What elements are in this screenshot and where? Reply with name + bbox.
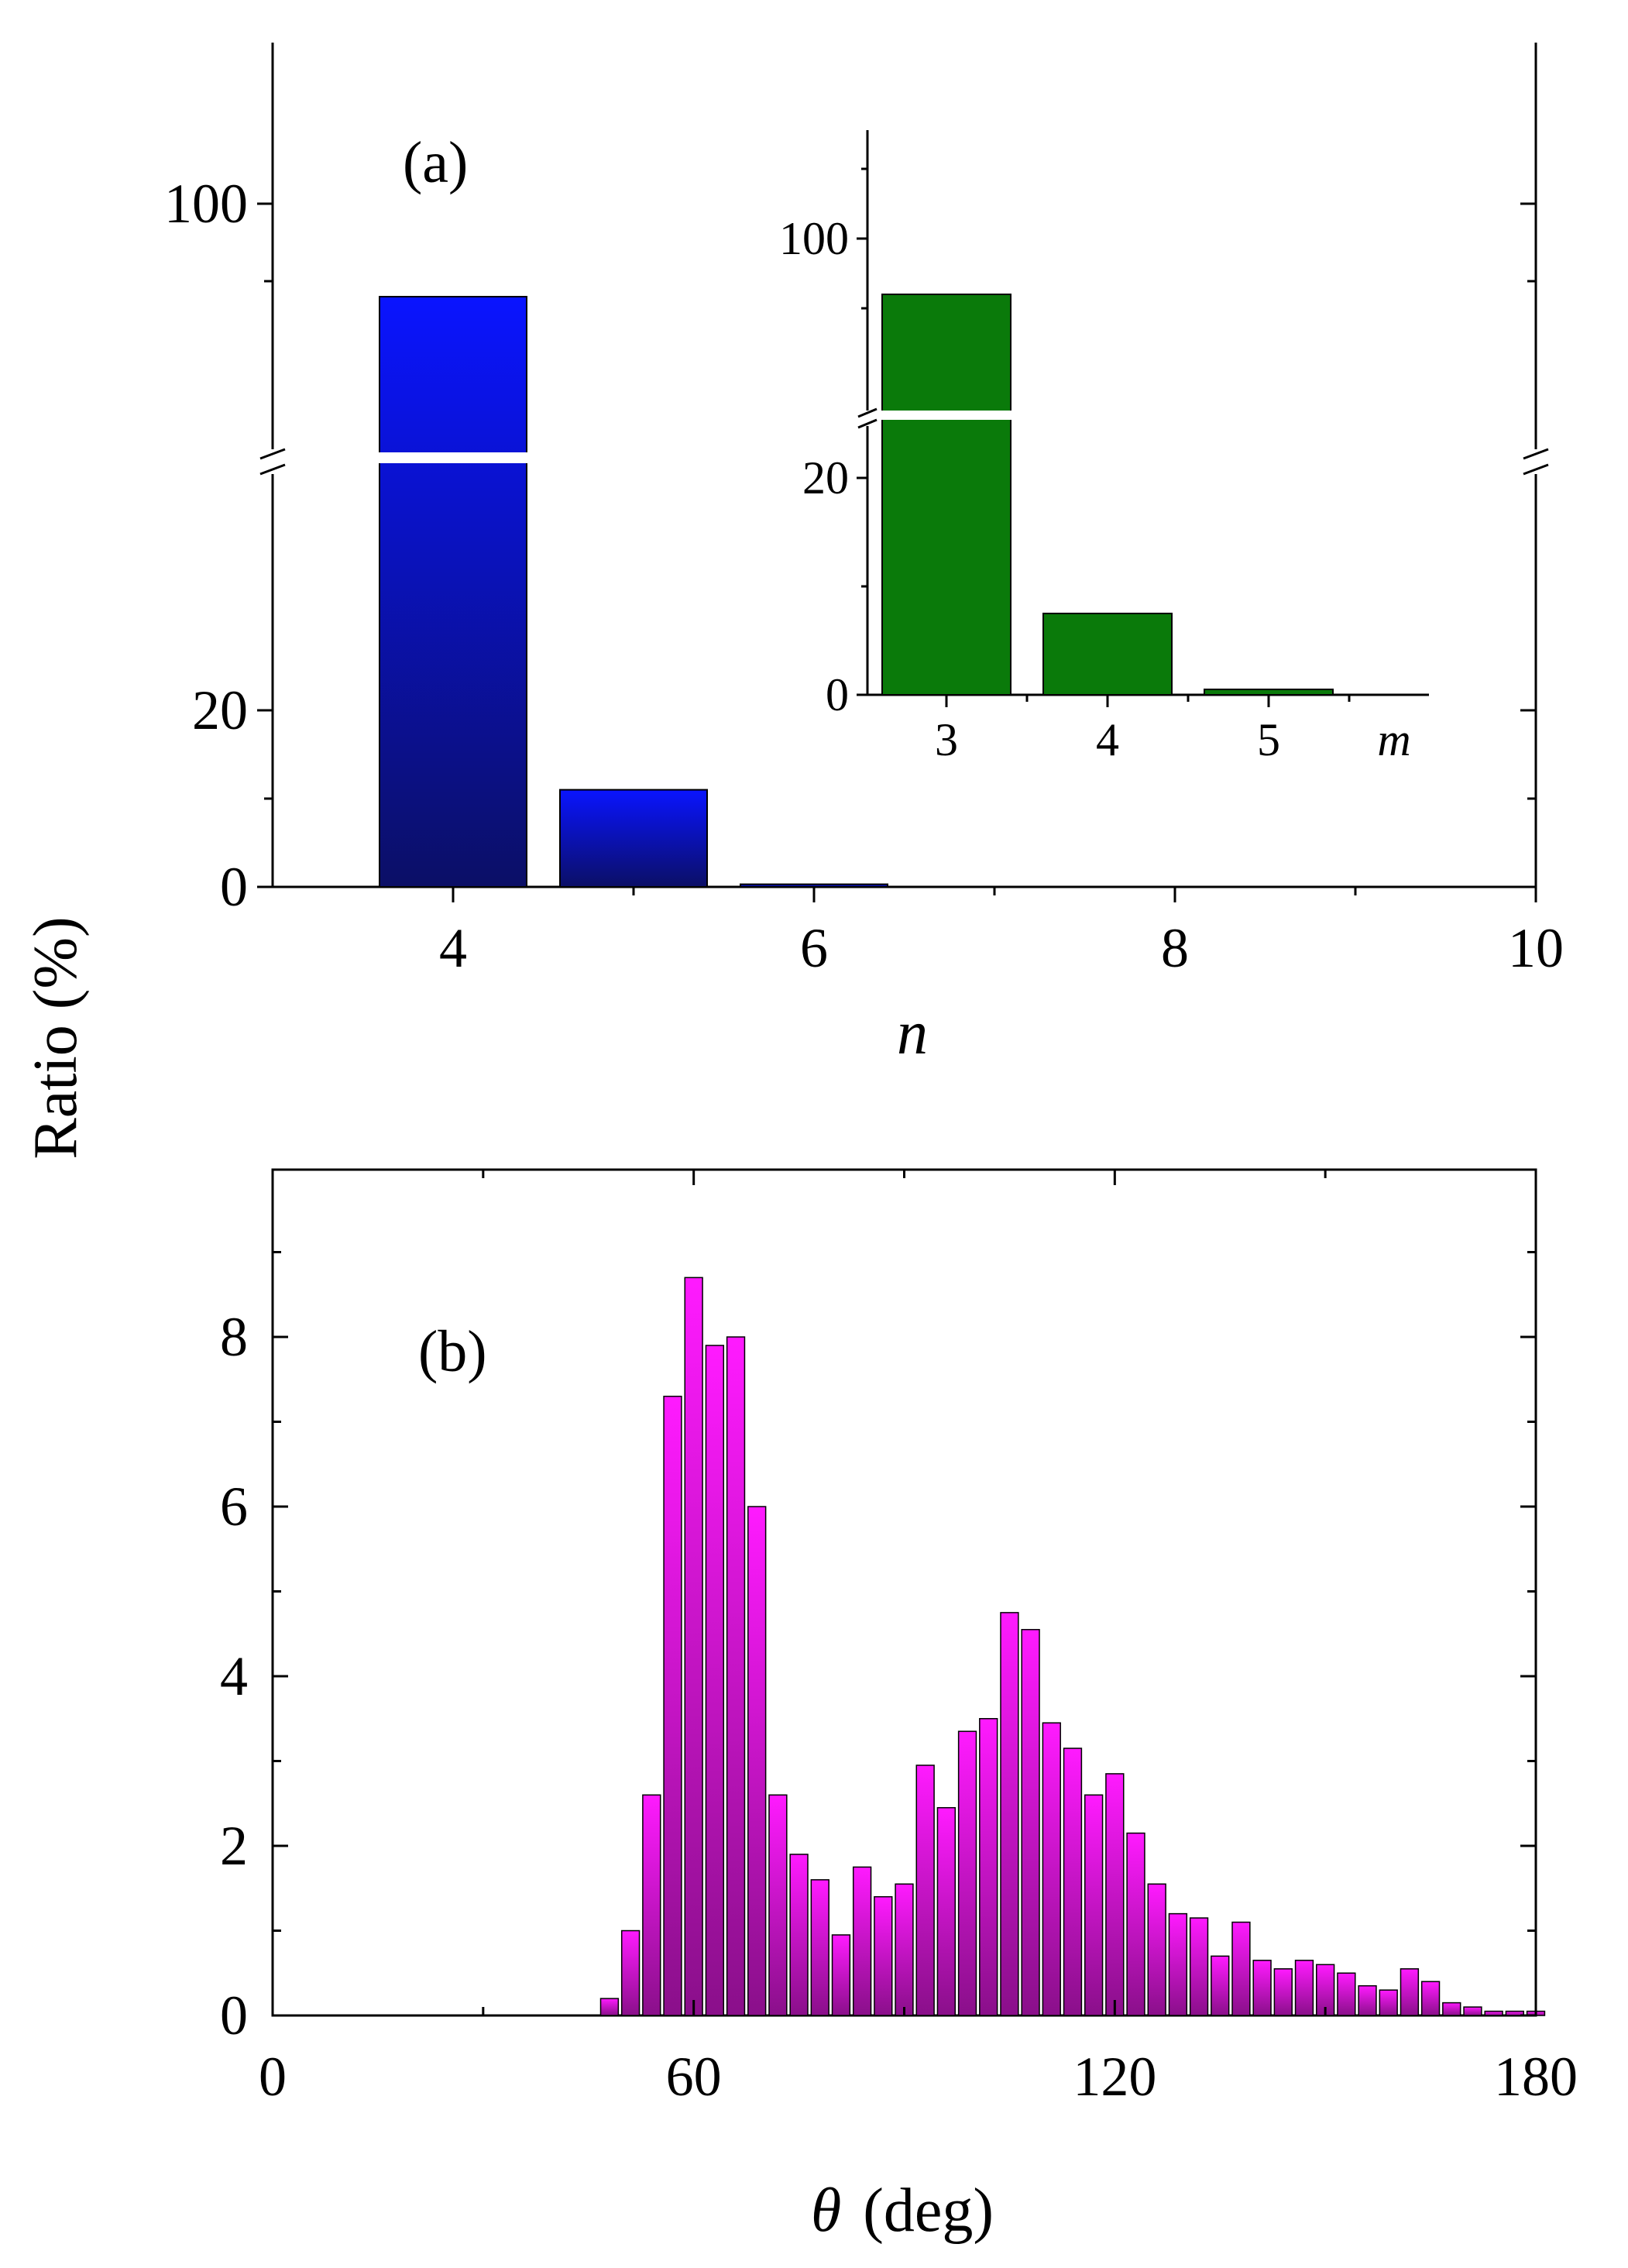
bar-b-theta-123 — [1126, 1832, 1145, 2016]
bar-b-theta-159 — [1379, 1989, 1398, 2016]
bar-b-theta-69 — [747, 1506, 767, 2016]
panel-a-left-break-mark-2 — [259, 463, 286, 476]
panel-a-right-break-mark-2 — [1523, 463, 1549, 476]
panel-b-label: (b) — [418, 1319, 487, 1384]
b-y-tick-label: 4 — [220, 1645, 248, 1707]
panel-a-label: (a) — [403, 130, 468, 195]
bar-b-theta-165 — [1420, 1981, 1441, 2016]
panel-a-right-break-mark-1 — [1523, 448, 1549, 460]
b-y-tick-label: 6 — [220, 1476, 248, 1538]
bar-b-theta-51 — [620, 1930, 641, 2016]
bar-b-theta-156 — [1358, 1984, 1377, 2016]
inset-break-mark-2 — [857, 418, 878, 429]
inset-y-tick-label: 20 — [802, 452, 849, 503]
a-x-tick-label: 6 — [800, 917, 828, 979]
bar-b-theta-63 — [705, 1345, 725, 2016]
b-x-tick-label: 120 — [1073, 2046, 1156, 2108]
b-x-tick-label: 0 — [259, 2046, 287, 2108]
panel-a-inset: 3 4 5 0 20 100 m — [779, 130, 1429, 765]
bar-b-theta-99 — [957, 1730, 977, 2016]
b-y-tick-label: 2 — [220, 1815, 248, 1877]
bar-b-theta-117 — [1084, 1794, 1104, 2016]
bar-b-theta-78 — [810, 1879, 829, 2016]
panel-b: 0 60 120 180 0 2 4 6 8 (b) θ (deg) — [220, 1168, 1578, 2245]
bar-b-theta-93 — [915, 1765, 935, 2016]
bar-inset-m3 — [881, 294, 1011, 696]
a-y-tick-label: 0 — [220, 856, 248, 918]
bar-b-theta-171 — [1463, 2006, 1482, 2016]
bar-b-theta-90 — [895, 1883, 914, 2016]
bar-b-theta-174 — [1484, 2010, 1503, 2016]
panel-a-xlabel: n — [897, 999, 928, 1067]
bar-a-n6 — [740, 883, 888, 888]
inset-y-tick-label: 100 — [779, 213, 849, 264]
bar-b-theta-129 — [1168, 1912, 1188, 2016]
bar-b-theta-168 — [1442, 2002, 1461, 2016]
bar-b-theta-153 — [1337, 1972, 1356, 2016]
bar-b-theta-87 — [874, 1895, 893, 2016]
bar-a-break-gap — [378, 452, 528, 463]
bar-b-theta-96 — [936, 1806, 957, 2016]
b-y-tick-label: 8 — [220, 1306, 248, 1368]
bar-b-theta-60 — [684, 1277, 703, 2016]
bar-b-theta-102 — [979, 1718, 998, 2016]
bar-b-theta-75 — [789, 1854, 809, 2016]
inset-y-tick-label: 0 — [826, 669, 849, 720]
panel-b-xlabel-unit: (deg) — [863, 2177, 994, 2245]
bar-a-n5 — [559, 789, 708, 888]
inset-x-tick-label: 5 — [1257, 714, 1280, 765]
bar-b-theta-162 — [1400, 1968, 1420, 2016]
bar-b-theta-66 — [726, 1336, 746, 2016]
bar-b-theta-105 — [1000, 1612, 1019, 2016]
a-y-tick-label: 20 — [192, 679, 248, 741]
inset-break-mark-1 — [857, 407, 878, 418]
shared-ylabel: Ratio (%) — [22, 916, 90, 1159]
bar-b-theta-147 — [1294, 1960, 1314, 2016]
b-y-tick-label: 0 — [220, 1984, 248, 2046]
bar-b-theta-111 — [1042, 1722, 1061, 2016]
bar-b-theta-138 — [1231, 1921, 1251, 2016]
bar-b-theta-135 — [1211, 1955, 1230, 2016]
bar-b-theta-48 — [599, 1998, 620, 2016]
b-x-tick-label: 180 — [1494, 2046, 1578, 2108]
bar-b-theta-108 — [1021, 1629, 1040, 2016]
panel-b-xlabel: θ (deg) — [811, 2177, 994, 2245]
bar-b-theta-120 — [1105, 1773, 1125, 2016]
inset-x-tick-label: 4 — [1096, 714, 1119, 765]
bar-b-theta-132 — [1189, 1917, 1209, 2016]
bar-b-theta-57 — [663, 1395, 682, 2016]
b-x-tick-label: 60 — [666, 2046, 722, 2108]
bar-b-theta-81 — [831, 1934, 851, 2016]
a-x-tick-label: 4 — [439, 917, 467, 979]
bar-b-theta-177 — [1505, 2010, 1524, 2016]
bar-b-theta-72 — [768, 1794, 788, 2016]
bar-b-theta-54 — [642, 1794, 661, 2016]
bar-b-theta-114 — [1063, 1747, 1083, 2016]
a-y-tick-label: 100 — [164, 173, 248, 235]
bar-b-theta-141 — [1252, 1960, 1272, 2016]
a-x-tick-label: 10 — [1508, 917, 1564, 979]
a-x-tick-label: 8 — [1161, 917, 1189, 979]
inset-xlabel: m — [1377, 714, 1410, 765]
panel-b-xlabel-symbol: θ — [811, 2177, 841, 2245]
panel-a-left-break-mark-1 — [259, 448, 286, 460]
bar-b-theta-144 — [1273, 1968, 1293, 2016]
bar-b-theta-126 — [1147, 1883, 1166, 2016]
bar-a-n4 — [379, 296, 527, 888]
bar-b-theta-84 — [852, 1866, 872, 2016]
inset-x-tick-label: 3 — [935, 714, 958, 765]
bar-inset-m5 — [1204, 689, 1334, 696]
bar-inset-m4 — [1042, 613, 1173, 696]
bar-inset-break-gap — [881, 411, 1012, 420]
